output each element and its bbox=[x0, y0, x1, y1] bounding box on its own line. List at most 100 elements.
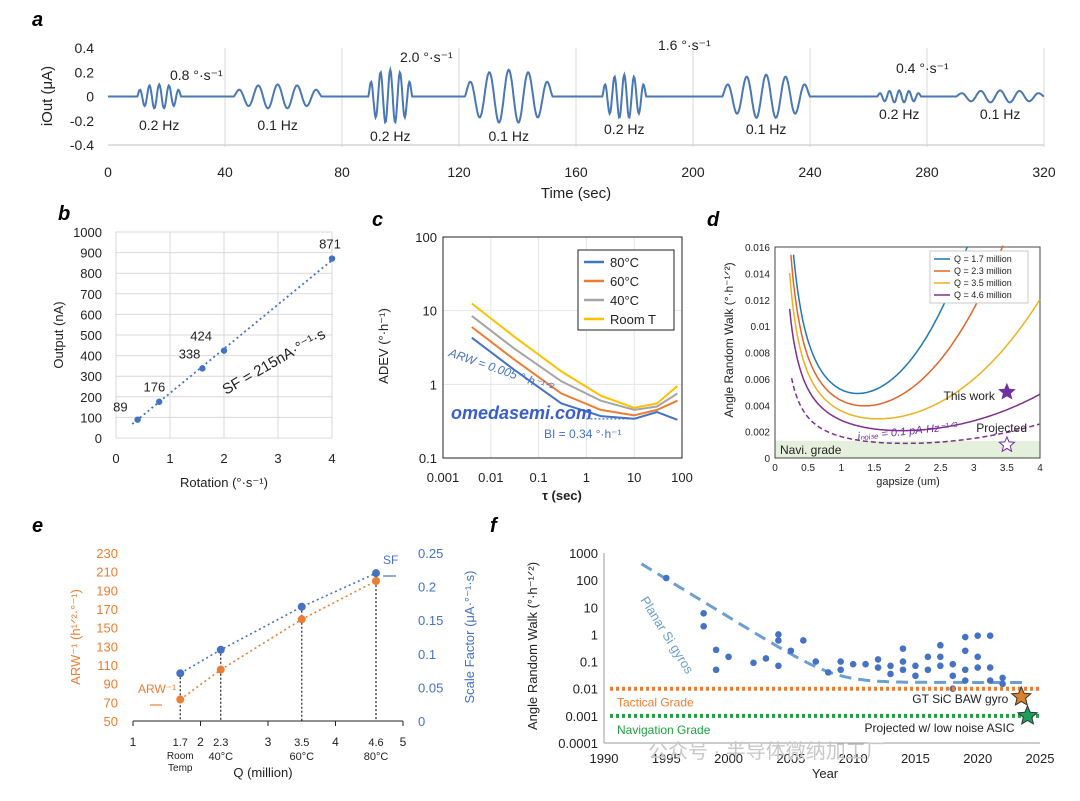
a-y-tick-label: 0.2 bbox=[75, 64, 95, 80]
b-data-point bbox=[199, 365, 206, 372]
f-data-point bbox=[937, 653, 944, 661]
c-legend-label: Room T bbox=[610, 312, 656, 327]
b-y-tick-label: 100 bbox=[80, 410, 102, 425]
f-y-tick-label: 0.0001 bbox=[558, 736, 598, 751]
f-data-point bbox=[912, 672, 919, 680]
b-fit-line bbox=[131, 257, 336, 425]
d-this-work-star bbox=[998, 382, 1016, 400]
c-x-axis-title: τ (sec) bbox=[542, 488, 582, 503]
f-data-point bbox=[725, 653, 732, 661]
a-rate-label: 0.8 °·s⁻¹ bbox=[170, 67, 223, 83]
c-legend-label: 60°C bbox=[610, 274, 639, 289]
f-data-point bbox=[949, 672, 957, 680]
d-x-tick-label: 3.5 bbox=[1000, 463, 1014, 474]
c-x-tick-label: 0.1 bbox=[530, 470, 548, 485]
b-x-tick-label: 1 bbox=[166, 451, 173, 466]
f-star-marker bbox=[1010, 685, 1033, 707]
a-x-tick-label: 320 bbox=[1032, 164, 1056, 180]
d-noise-projection-line bbox=[790, 378, 1040, 445]
a-frequency-label: 0.1 Hz bbox=[257, 117, 297, 133]
e-y-left-tick-label: 110 bbox=[97, 658, 118, 673]
c-x-tick-label: 1 bbox=[583, 470, 590, 485]
f-y-tick-label: 0.001 bbox=[565, 709, 598, 724]
e-data-point bbox=[176, 695, 185, 704]
d-legend-label: Q = 4.6 million bbox=[954, 290, 1012, 300]
f-data-point bbox=[812, 658, 820, 665]
f-data-point bbox=[986, 677, 994, 684]
f-data-point bbox=[986, 664, 994, 671]
f-data-point bbox=[874, 664, 882, 671]
b-y-tick-label: 300 bbox=[80, 369, 102, 384]
c-x-tick-label: 0.01 bbox=[478, 470, 503, 485]
e-temp-label: Room bbox=[167, 751, 194, 762]
b-data-label: 871 bbox=[319, 237, 341, 252]
f-y-tick-label: 1000 bbox=[569, 546, 598, 561]
d-y-tick-label: 0.012 bbox=[745, 296, 770, 307]
f-y-axis-title: Angle Random Walk (°·h⁻¹ᐟ²) bbox=[525, 562, 540, 730]
f-data-point bbox=[999, 674, 1006, 682]
d-navi-grade-label: Navi. grade bbox=[780, 443, 842, 457]
f-y-tick-label: 100 bbox=[576, 573, 598, 588]
e-y-left-tick-label: 170 bbox=[96, 602, 118, 617]
b-y-tick-label: 200 bbox=[80, 390, 102, 405]
e-data-point bbox=[297, 602, 306, 611]
f-data-point bbox=[912, 662, 919, 670]
panel-letter-c: c bbox=[372, 209, 383, 231]
a-y-tick-label: -0.2 bbox=[70, 113, 94, 129]
f-star-marker bbox=[1016, 704, 1039, 725]
f-x-tick-label: 2005 bbox=[776, 751, 805, 766]
a-x-tick-label: 160 bbox=[564, 164, 588, 180]
a-x-tick-label: 240 bbox=[798, 164, 822, 180]
d-y-tick-label: 0.014 bbox=[745, 269, 770, 280]
e-q-label: 2.3 bbox=[213, 737, 228, 749]
a-y-tick-label: 0.4 bbox=[75, 40, 95, 56]
f-data-point bbox=[961, 666, 969, 674]
e-q-label: 1.7 bbox=[173, 737, 188, 749]
c-y-tick-label: 100 bbox=[415, 230, 437, 245]
b-y-tick-label: 1000 bbox=[73, 225, 102, 240]
f-data-point bbox=[974, 653, 982, 661]
panel-letter-b: b bbox=[58, 203, 70, 225]
e-y-right-tick-label: 0 bbox=[418, 714, 425, 729]
f-x-axis-title: Year bbox=[812, 766, 839, 781]
e-data-point bbox=[216, 665, 225, 674]
e-x-tick-label: 3 bbox=[265, 735, 272, 749]
e-temp-label: 60°C bbox=[289, 751, 314, 763]
e-q-label: 4.6 bbox=[368, 737, 383, 749]
f-data-point bbox=[775, 631, 782, 638]
c-y-tick-label: 10 bbox=[423, 304, 437, 319]
c-legend-box bbox=[577, 249, 675, 331]
f-x-tick-label: 2015 bbox=[901, 751, 930, 766]
a-y-tick-label: 0 bbox=[86, 89, 94, 105]
c-y-tick-label: 0.1 bbox=[419, 451, 437, 466]
f-data-point bbox=[924, 653, 932, 661]
c-x-tick-label: 100 bbox=[671, 470, 693, 485]
d-x-tick-label: 4 bbox=[1037, 463, 1043, 474]
f-data-point bbox=[999, 680, 1006, 688]
b-y-tick-label: 900 bbox=[80, 246, 102, 261]
f-y-tick-label: 0.01 bbox=[573, 682, 598, 697]
f-data-point bbox=[961, 647, 969, 655]
b-x-axis-title: Rotation (°·s⁻¹) bbox=[180, 475, 268, 490]
d-x-tick-label: 0.5 bbox=[801, 463, 815, 474]
c-series-line bbox=[471, 302, 679, 409]
e-arw-series-label: ARW⁻¹ bbox=[138, 682, 176, 696]
panel-letter-d: d bbox=[707, 209, 720, 231]
a-signal-line bbox=[108, 65, 1045, 125]
d-series-line bbox=[788, 272, 1041, 420]
d-this-work-label: This work bbox=[944, 389, 996, 403]
d-projected-star bbox=[998, 435, 1016, 453]
f-data-point bbox=[712, 646, 720, 654]
b-y-tick-label: 400 bbox=[80, 349, 102, 364]
f-x-tick-label: 2000 bbox=[714, 751, 743, 766]
d-y-tick-label: 0.01 bbox=[751, 322, 771, 333]
c-y-axis-title: ADEV (°·h⁻¹) bbox=[376, 308, 391, 384]
b-data-point bbox=[220, 347, 228, 354]
b-x-tick-label: 0 bbox=[112, 451, 119, 466]
a-frequency-label: 0.1 Hz bbox=[488, 128, 528, 144]
a-y-axis-title: iOut (μA) bbox=[39, 66, 56, 126]
c-y-tick-label: 1 bbox=[430, 377, 437, 392]
f-data-point bbox=[949, 660, 957, 668]
d-x-tick-label: 1.5 bbox=[867, 463, 881, 474]
